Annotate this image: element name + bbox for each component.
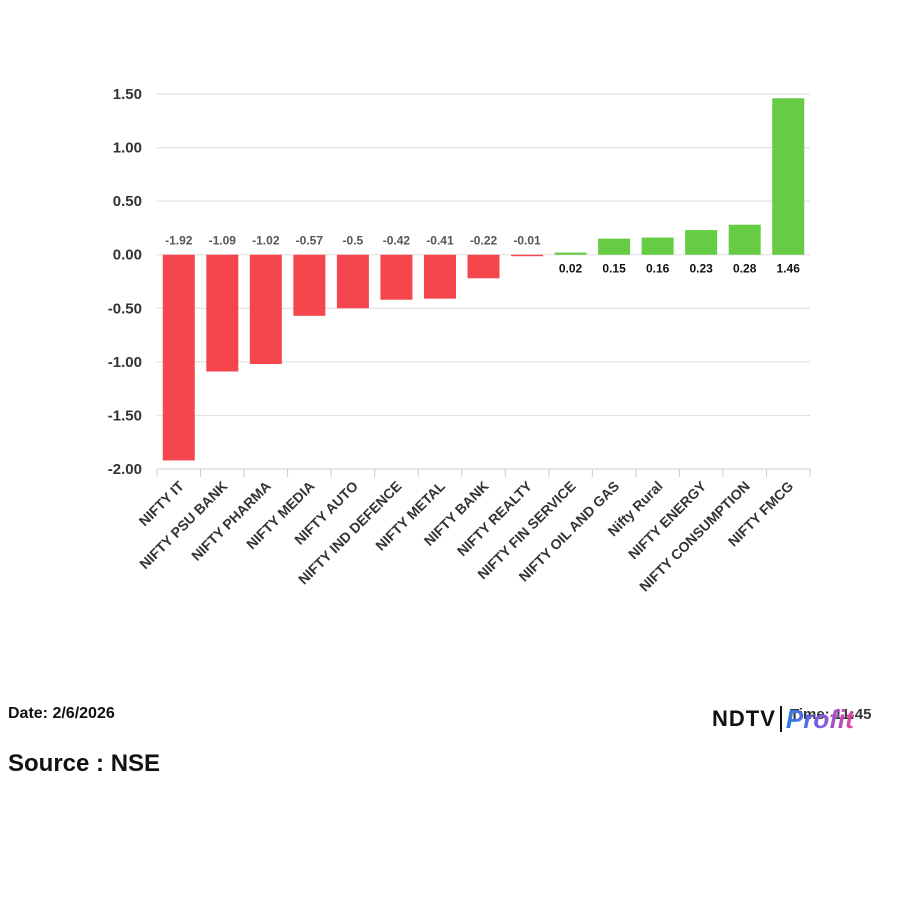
data-label: 0.28 (733, 262, 757, 276)
data-label: 0.02 (559, 262, 583, 276)
data-label: -0.01 (513, 234, 541, 248)
data-label: -0.57 (296, 234, 324, 248)
bar (293, 254, 326, 316)
data-label: -0.41 (426, 234, 454, 248)
y-tick-label: 1.00 (113, 140, 142, 157)
category-label: NIFTY PHARMA (188, 478, 274, 564)
bar (206, 254, 239, 372)
x-axis (156, 468, 811, 477)
y-tick-label: -2.00 (108, 461, 142, 478)
bar (728, 224, 761, 255)
data-label: -1.02 (252, 234, 280, 248)
data-label: 0.15 (602, 262, 626, 276)
source-label: Source : NSE (8, 750, 161, 777)
data-label: -1.09 (209, 234, 237, 248)
bar (641, 237, 674, 255)
value-labels: -1.92 -1.09 -1.02 -0.57 -0.5 -0.42 -0.41 -0.22 -… (165, 234, 800, 276)
bar (554, 252, 587, 255)
bar (772, 98, 805, 255)
y-axis-ticks: 1.50 1.00 0.50 0.00 -0.50 -1.00 -1.50 -2.00 (108, 86, 142, 478)
bar (162, 254, 195, 461)
y-tick-label: 1.50 (113, 86, 142, 103)
data-label: -0.42 (383, 234, 411, 248)
bar (685, 230, 718, 255)
y-tick-label: -1.00 (108, 354, 142, 371)
y-tick-label: 0.00 (113, 247, 142, 264)
bars (162, 98, 805, 461)
y-tick-label: 0.50 (113, 193, 142, 210)
data-label: 0.23 (689, 262, 713, 276)
y-tick-label: -0.50 (108, 300, 142, 317)
data-label: 0.16 (646, 262, 670, 276)
data-label: 1.46 (777, 262, 801, 276)
bar (598, 238, 631, 255)
data-label: -0.22 (470, 234, 498, 248)
bar (336, 254, 369, 309)
data-label: -0.5 (343, 234, 364, 248)
brand-separator (779, 706, 782, 732)
category-label: NIFTY REALTY (454, 477, 536, 559)
time-label: Time: 11:45 (790, 706, 871, 723)
category-label: NIFTY ENERGY (625, 477, 710, 562)
brand-profit: Profit (785, 703, 854, 734)
date-label: Date: 2/6/2026 (8, 705, 115, 722)
bar (380, 254, 413, 300)
bar (511, 254, 544, 257)
y-tick-label: -1.50 (108, 407, 142, 424)
bar (423, 254, 456, 299)
bar-chart: 1.50 1.00 0.50 0.00 -0.50 -1.00 -1.50 -2.00 -1.… (108, 86, 811, 595)
bar (249, 254, 282, 364)
bar (467, 254, 500, 279)
data-label: -1.92 (165, 234, 193, 248)
brand-ndtv: NDTV (712, 706, 776, 731)
ndtv-profit-logo: NDTV Profit (712, 703, 854, 735)
